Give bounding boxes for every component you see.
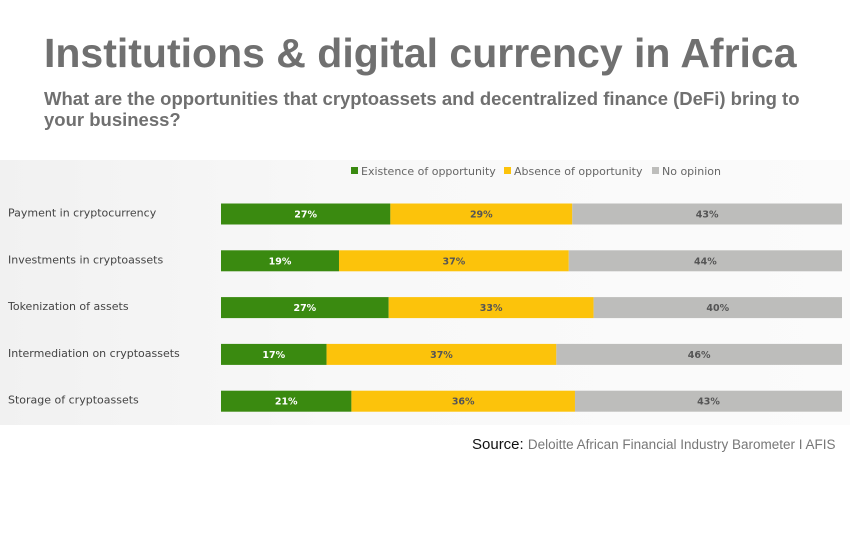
- page-subtitle: What are the opportunities that cryptoas…: [44, 88, 800, 130]
- category-label: Payment in cryptocurrency: [8, 207, 157, 220]
- data-label: 40%: [706, 303, 729, 314]
- data-label: 17%: [262, 350, 285, 361]
- bar-segment: [326, 343, 557, 365]
- bar-segment: [221, 297, 389, 319]
- page-title: Institutions & digital currency in Afric…: [44, 30, 797, 76]
- source-note: Source: Deloitte African Financial Indus…: [472, 436, 836, 453]
- bar-segment: [221, 343, 327, 365]
- bar-segment: [574, 390, 842, 412]
- data-label: 27%: [293, 303, 316, 314]
- data-label: 44%: [694, 256, 717, 267]
- legend-swatch: [652, 167, 659, 174]
- legend-label: No opinion: [662, 165, 721, 178]
- bar-segment: [221, 390, 352, 412]
- bar-segment: [593, 297, 842, 319]
- bar-segment: [390, 203, 573, 225]
- category-label: Investments in cryptoassets: [8, 253, 163, 266]
- source-value: Deloitte African Financial Industry Baro…: [527, 437, 836, 452]
- data-label: 43%: [697, 397, 720, 408]
- data-label: 46%: [688, 350, 711, 361]
- source-label: Source:: [472, 436, 524, 453]
- data-label: 36%: [452, 397, 475, 408]
- data-label: 27%: [294, 210, 317, 221]
- data-label: 29%: [470, 210, 493, 221]
- data-label: 19%: [269, 256, 292, 267]
- legend-swatch: [351, 167, 358, 174]
- bar-segment: [572, 203, 842, 225]
- bar-segment: [351, 390, 575, 412]
- data-label: 37%: [430, 350, 453, 361]
- bar-segment: [388, 297, 594, 319]
- category-label: Storage of cryptoassets: [8, 394, 139, 407]
- category-label: Tokenization of assets: [7, 300, 129, 313]
- category-label: Intermediation on cryptoassets: [8, 347, 180, 360]
- bar-segment: [556, 343, 842, 365]
- data-label: 43%: [696, 210, 719, 221]
- data-label: 21%: [275, 397, 298, 408]
- data-label: 33%: [480, 303, 503, 314]
- bar-segment: [338, 250, 569, 272]
- legend-label: Absence of opportunity: [514, 165, 643, 178]
- legend-label: Existence of opportunity: [361, 165, 496, 178]
- data-label: 37%: [443, 256, 466, 267]
- bar-segment: [221, 250, 339, 272]
- legend-swatch: [504, 167, 511, 174]
- bar-segment: [221, 203, 391, 225]
- bar-segment: [568, 250, 842, 272]
